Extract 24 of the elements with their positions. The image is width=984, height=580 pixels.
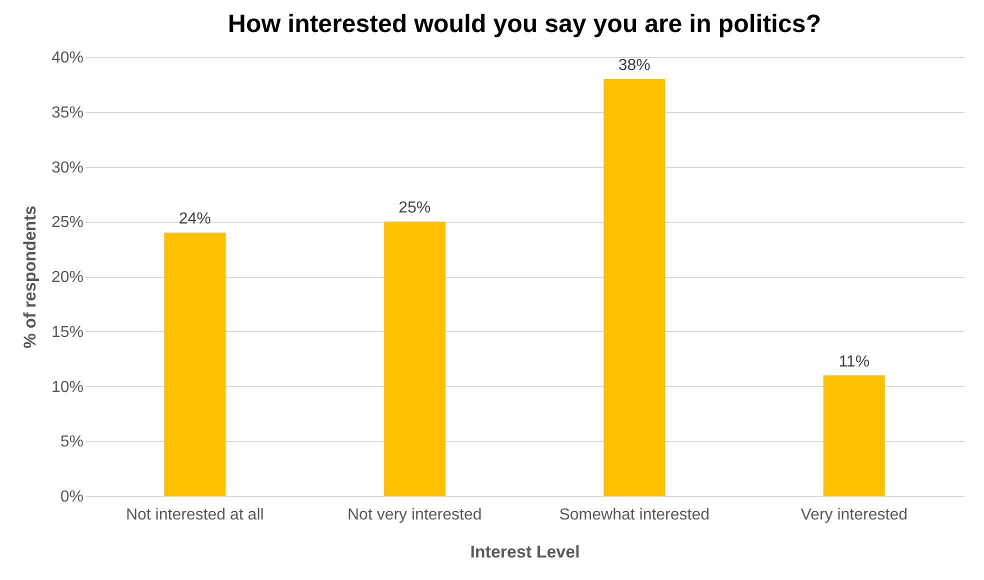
chart-title: How interested would you say you are in politics?: [228, 10, 822, 38]
x-tick-label: Not very interested: [347, 506, 482, 524]
data-label: 24%: [178, 210, 211, 228]
y-tick-label: 40%: [51, 50, 84, 66]
x-tick-label: Very interested: [800, 506, 908, 524]
y-tick-label: 10%: [51, 378, 84, 396]
data-label: 25%: [398, 200, 431, 217]
data-label: 38%: [618, 56, 650, 74]
y-tick-label: 35%: [51, 104, 84, 122]
bar: [384, 222, 446, 496]
data-label: 11%: [838, 353, 870, 370]
y-axis-title: % of respondents: [20, 206, 40, 348]
y-tick-label: 25%: [51, 214, 84, 232]
y-tick-label: 30%: [51, 159, 84, 176]
bar: [823, 375, 885, 496]
y-tick-label: 20%: [51, 269, 84, 286]
y-tick-label: 5%: [60, 434, 84, 451]
x-tick-label: Not interested at all: [126, 506, 264, 524]
y-tick-label: 15%: [51, 324, 84, 341]
y-tick-label: 0%: [60, 488, 84, 506]
bar: [604, 78, 666, 496]
x-tick-label: Somewhat interested: [559, 506, 710, 524]
x-axis-title: Interest Level: [470, 542, 580, 562]
bar: [164, 232, 226, 496]
